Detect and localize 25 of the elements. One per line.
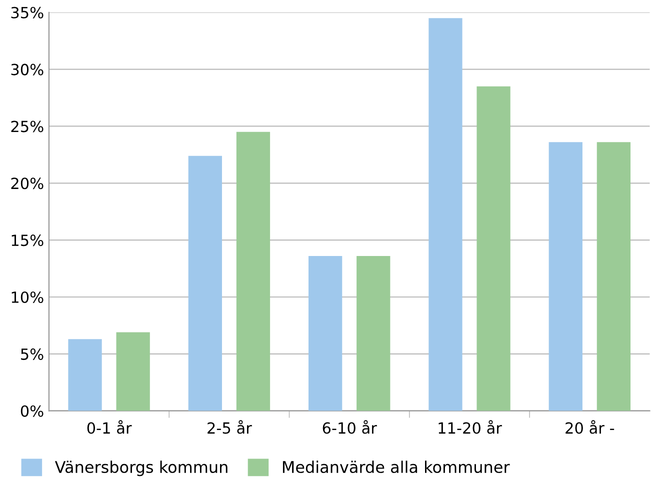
x-tick-label: 11-20 år — [438, 420, 502, 434]
bar — [356, 256, 390, 411]
bar — [188, 156, 222, 411]
x-tick-label: 6-10 år — [322, 420, 377, 434]
y-tick-label: 5% — [21, 348, 44, 360]
y-tick-label: 35% — [11, 6, 44, 18]
y-tick-label: 15% — [12, 234, 44, 246]
y-tick-label: 25% — [11, 120, 44, 132]
x-tick-label: 0-1 år — [87, 420, 132, 434]
bar — [68, 339, 102, 411]
bar — [116, 332, 150, 411]
y-tick-label: 10% — [12, 291, 44, 304]
bar — [308, 256, 342, 411]
bar — [476, 86, 510, 411]
bar — [596, 142, 631, 411]
legend-label: Vänersborgs kommun — [54, 460, 228, 476]
bar — [548, 142, 582, 411]
y-tick-label: 20% — [11, 178, 44, 190]
legend-label: Medianvärde alla kommuner — [282, 460, 510, 474]
y-tick-label: 0% — [20, 405, 44, 417]
x-tick-label: 2-5 år — [208, 420, 252, 434]
y-tick-label: 30% — [11, 64, 44, 76]
bar — [428, 18, 462, 411]
bar — [236, 132, 270, 411]
x-tick-label: 20 år - — [566, 420, 614, 434]
